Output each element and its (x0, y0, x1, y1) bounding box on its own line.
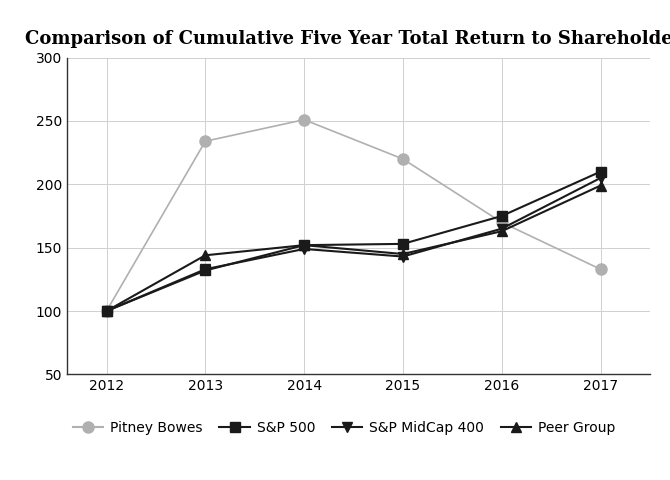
Line: Peer Group: Peer Group (102, 181, 606, 316)
Peer Group (596, 183, 604, 189)
S&P 500 (596, 169, 604, 175)
Pitney Bowes (201, 138, 209, 144)
S&P 500 (498, 213, 506, 219)
S&P 500 (399, 241, 407, 247)
S&P 500 (201, 268, 209, 274)
S&P MidCap 400 (103, 308, 111, 314)
Line: S&P MidCap 400: S&P MidCap 400 (102, 173, 606, 316)
Pitney Bowes (498, 219, 506, 225)
Legend: Pitney Bowes, S&P 500, S&P MidCap 400, Peer Group: Pitney Bowes, S&P 500, S&P MidCap 400, P… (67, 416, 621, 441)
Line: Pitney Bowes: Pitney Bowes (101, 114, 606, 317)
S&P MidCap 400 (300, 246, 308, 252)
S&P MidCap 400 (596, 175, 604, 181)
S&P 500 (103, 308, 111, 314)
Peer Group (498, 228, 506, 234)
S&P MidCap 400 (399, 253, 407, 259)
Peer Group (399, 251, 407, 257)
S&P 500 (300, 242, 308, 248)
Line: S&P 500: S&P 500 (102, 167, 606, 316)
Title: Comparison of Cumulative Five Year Total Return to Shareholders: Comparison of Cumulative Five Year Total… (25, 30, 670, 48)
Peer Group (103, 308, 111, 314)
Peer Group (201, 252, 209, 258)
Pitney Bowes (103, 308, 111, 314)
Pitney Bowes (399, 156, 407, 162)
Pitney Bowes (596, 266, 604, 272)
S&P MidCap 400 (498, 226, 506, 231)
Peer Group (300, 242, 308, 248)
Pitney Bowes (300, 117, 308, 122)
S&P MidCap 400 (201, 266, 209, 272)
